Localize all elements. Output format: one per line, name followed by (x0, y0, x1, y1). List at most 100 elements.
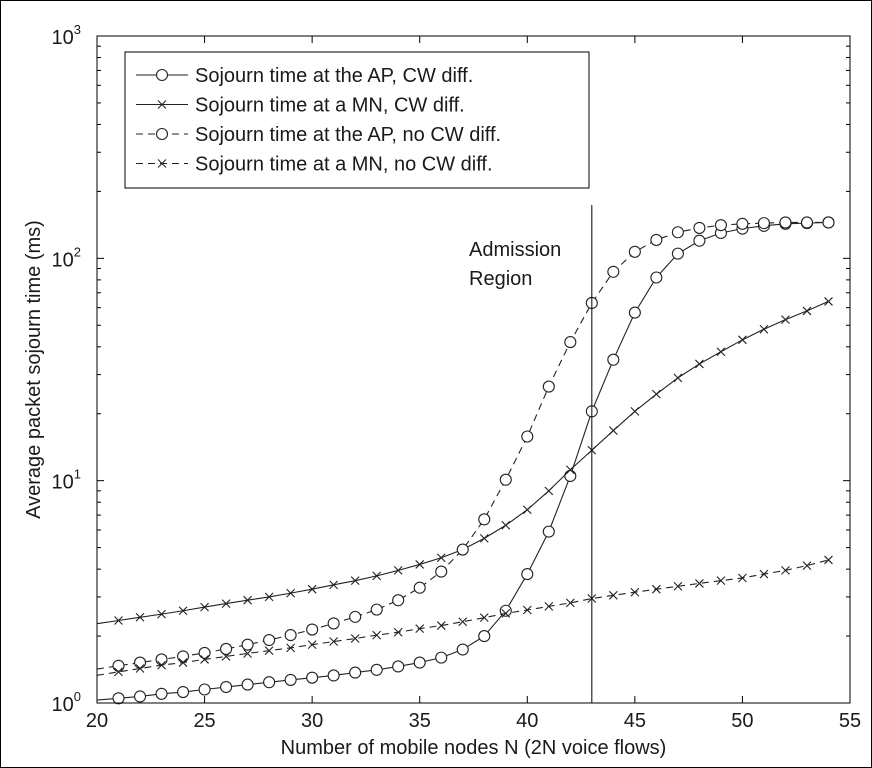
circle-marker (650, 233, 663, 246)
x-marker-stroke (221, 652, 231, 661)
x-marker (695, 359, 704, 369)
x-marker-stroke (286, 588, 296, 598)
circle-marker (521, 430, 534, 443)
x-marker (178, 606, 188, 616)
x-marker (501, 520, 511, 530)
circle-marker (800, 216, 814, 229)
x-marker-stroke (135, 664, 145, 673)
circle-marker (521, 568, 534, 581)
circle-marker (779, 216, 792, 229)
circle-marker (112, 692, 125, 705)
series-sojourn-time-at-a-mn-cw-diff (96, 297, 833, 625)
x-tick-label: 35 (409, 710, 431, 732)
x-marker-stroke (307, 640, 317, 650)
x-marker-stroke (824, 297, 833, 306)
x-marker (178, 658, 188, 667)
x-marker-stroke (544, 486, 554, 496)
x-marker-stroke (608, 426, 618, 435)
annotation-line-1: Admission (469, 239, 561, 261)
circle-marker (177, 686, 190, 699)
x-marker (221, 652, 231, 661)
x-marker (673, 373, 683, 383)
x-marker (135, 664, 145, 673)
x-marker-stroke (630, 587, 640, 597)
x-marker (372, 630, 382, 640)
x-marker-stroke (738, 335, 747, 345)
x-marker (651, 389, 661, 399)
plot-area (96, 35, 851, 704)
series-line (96, 221, 829, 670)
x-marker (802, 306, 812, 316)
x-marker (436, 621, 446, 630)
x-marker (716, 347, 726, 357)
x-tick-label: 40 (516, 710, 538, 732)
circle-marker (349, 610, 362, 623)
x-marker (393, 627, 403, 637)
x-marker-stroke (200, 602, 209, 612)
x-marker (458, 617, 468, 627)
circle-marker (564, 469, 577, 483)
legend-label: Sojourn time at the AP, no CW diff. (195, 124, 501, 146)
x-marker-stroke (264, 592, 274, 602)
circle-marker (607, 353, 620, 366)
x-marker (200, 602, 209, 612)
circle-marker (241, 638, 254, 651)
x-marker-stroke (264, 646, 274, 656)
x-tick-label: 30 (301, 710, 323, 732)
legend-label: Sojourn time at a MN, no CW diff. (195, 154, 493, 176)
x-marker (565, 465, 575, 475)
x-marker (759, 569, 769, 579)
circle-marker (198, 683, 211, 696)
circle-marker (671, 226, 684, 239)
circle-marker (650, 271, 663, 284)
x-marker-stroke (200, 655, 209, 664)
x-marker-stroke (372, 630, 382, 640)
x-marker-stroke (415, 560, 425, 569)
x-marker-stroke (759, 324, 769, 334)
circle-marker (757, 217, 770, 230)
x-marker-stroke (458, 617, 468, 627)
circle-marker (133, 656, 147, 669)
legend-entry: Sojourn time at the AP, no CW diff. (136, 124, 501, 146)
x-marker (415, 560, 425, 569)
x-marker (716, 576, 726, 586)
x-marker (286, 643, 296, 653)
x-marker-stroke (565, 465, 575, 475)
x-marker-stroke (243, 595, 252, 605)
x-marker-stroke (157, 159, 167, 168)
x-marker-stroke (436, 621, 446, 630)
circle-marker (542, 380, 555, 393)
circle-marker (478, 513, 491, 526)
x-marker (329, 580, 339, 590)
x-marker-stroke (501, 520, 511, 530)
legend-x-marker (157, 100, 167, 109)
x-tick-label: 50 (731, 710, 753, 732)
circle-marker (822, 216, 835, 229)
circle-marker (263, 633, 276, 647)
circle-marker (413, 656, 426, 669)
x-marker (479, 613, 489, 623)
x-marker (630, 406, 640, 416)
y-tick-label: 102 (52, 244, 81, 271)
x-marker (738, 573, 747, 583)
annotation-line-2: Region (469, 268, 532, 290)
x-marker-stroke (436, 553, 446, 563)
circle-marker (693, 221, 706, 234)
x-marker-stroke (307, 584, 317, 594)
x-marker (157, 609, 166, 619)
x-marker-stroke (157, 100, 167, 109)
legend-entry: Sojourn time at a MN, no CW diff. (136, 154, 493, 176)
x-marker (243, 649, 252, 658)
legend: Sojourn time at the AP, CW diff. Sojourn … (124, 51, 590, 189)
x-marker-stroke (243, 649, 252, 658)
circle-marker (155, 687, 168, 700)
admission-region-annotation: Admission Region (469, 205, 593, 703)
circle-marker (327, 617, 340, 630)
x-marker-stroke (716, 347, 726, 357)
x-marker (824, 297, 833, 306)
x-marker (157, 660, 166, 670)
circle-marker (435, 651, 448, 664)
x-marker (329, 637, 339, 646)
x-marker (114, 667, 123, 677)
